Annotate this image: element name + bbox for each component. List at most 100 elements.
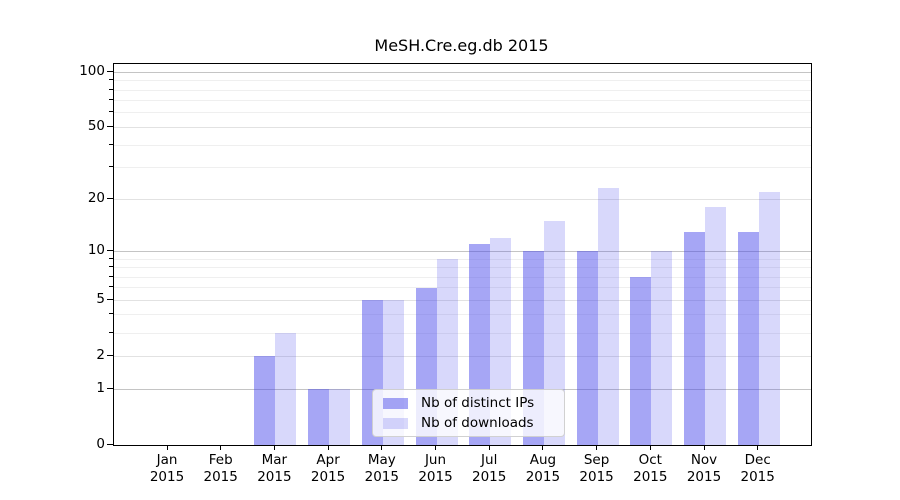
y-tick-label-10: 10 [87,242,105,259]
gridline-50 [114,126,811,128]
y-minor-tick-8 [109,266,113,267]
gridline-minor [114,100,811,102]
y-minor-tick-90 [109,79,113,81]
bar-mar-ips [254,356,276,445]
gridline-minor [114,267,811,268]
x-label-month: Nov [690,452,718,468]
bar-apr-downloads [329,389,351,445]
legend: Nb of distinct IPs Nb of downloads [372,389,565,437]
x-label-month: Mar [261,452,288,468]
x-tick-jun [435,445,436,450]
x-label-year: 2015 [686,468,722,485]
gridline-minor [114,167,811,169]
y-minor-tick-7 [109,275,113,277]
y-tick-10 [107,249,113,251]
x-tick-aug [542,445,544,450]
y-minor-tick-30 [109,166,113,168]
y-minor-tick-60 [109,111,113,113]
x-label-year: 2015 [364,468,399,485]
bar-dec-downloads [758,191,780,445]
x-tick-label-mar: Mar 2015 [244,452,304,485]
x-label-year: 2015 [257,468,292,485]
x-label-year: 2015 [149,468,185,485]
x-tick-may [381,445,383,450]
x-label-year: 2015 [418,468,453,485]
legend-item-distinct-ips: Nb of distinct IPs [383,395,554,411]
x-label-year: 2015 [579,468,614,485]
gridline-2 [114,355,811,357]
plot-area [113,63,812,446]
x-tick-oct [649,445,651,450]
y-minor-tick-40 [109,143,113,145]
legend-label-distinct-ips: Nb of distinct IPs [421,395,535,411]
x-label-month: Aug [529,452,557,468]
x-label-month: Jun [424,452,447,468]
x-label-year: 2015 [740,468,775,485]
x-label-month: May [367,452,396,468]
legend-swatch-downloads-icon [383,417,408,429]
bar-oct-downloads [651,251,673,445]
x-label-month: Apr [316,452,340,468]
gridline-minor [114,80,811,82]
y-tick-50 [107,125,113,127]
gridline-minor [114,276,811,278]
x-label-month: Sep [583,452,610,468]
y-tick-label-2: 2 [96,347,105,364]
y-minor-tick-70 [109,99,113,101]
chart-title: MeSH.Cre.eg.db 2015 [374,36,549,55]
x-tick-nov [703,445,705,450]
x-tick-label-aug: Aug 2015 [513,452,573,485]
y-tick-20 [107,197,113,199]
bar-sep-downloads [597,188,619,445]
y-tick-1 [107,387,113,389]
bar-mar-downloads [275,333,297,445]
gridline-minor [114,89,811,91]
y-minor-tick-9 [109,257,113,259]
bar-apr-ips [308,389,330,445]
gridline-minor [114,144,811,146]
legend-item-downloads: Nb of downloads [383,415,554,431]
bar-aug-downloads [543,221,565,445]
y-tick-0 [107,443,113,445]
x-label-year: 2015 [472,468,507,485]
x-label-year: 2015 [633,468,668,485]
bar-oct-ips [630,277,652,445]
x-tick-apr [327,445,329,450]
y-tick-2 [107,354,113,356]
y-minor-tick-3 [109,331,113,333]
x-tick-label-may: May 2015 [352,452,412,485]
x-tick-label-dec: Dec 2015 [728,452,788,485]
x-label-month: Dec [744,452,771,468]
y-tick-label-5: 5 [96,291,105,308]
y-minor-tick-4 [109,313,113,315]
gridline-minor [114,112,811,114]
gridline-100 [114,71,811,73]
bar-nov-downloads [705,207,726,445]
y-tick-label-1: 1 [96,380,105,396]
legend-swatch-distinct-ips-icon [383,397,408,409]
y-tick-label-50: 50 [87,118,105,135]
gridline-minor [114,332,811,334]
x-tick-label-nov: Nov 2015 [674,452,734,485]
legend-label-downloads: Nb of downloads [421,415,534,431]
y-tick-label-0: 0 [96,436,105,452]
x-label-year: 2015 [525,468,561,485]
x-tick-label-feb: Feb 2015 [191,452,251,485]
bar-nov-ips [684,231,705,445]
x-tick-sep [596,445,598,450]
x-tick-label-jun: Jun 2015 [406,452,466,485]
x-label-year: 2015 [310,468,346,485]
gridline-minor [114,287,811,289]
y-minor-tick-80 [109,88,113,90]
x-tick-label-jul: Jul 2015 [459,452,519,485]
x-tick-jul [488,445,490,450]
y-tick-label-100: 100 [79,63,105,80]
x-tick-dec [757,445,759,450]
y-tick-label-20: 20 [87,190,105,207]
gridline-minor [114,258,811,260]
x-tick-mar [273,445,275,450]
x-tick-label-apr: Apr 2015 [298,452,358,485]
gridline-minor [114,314,811,316]
x-tick-label-sep: Sep 2015 [567,452,627,485]
